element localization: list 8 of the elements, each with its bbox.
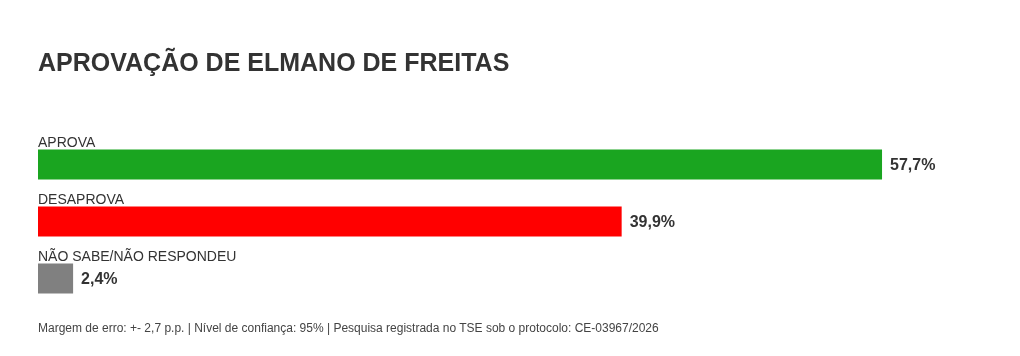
y-tick-label: NÃO SABE/NÃO RESPONDEU [38,247,237,264]
text: Margem de erro: +- 2,7 p.p. | Nível de confiança: 95% | Pesquisa registrada no TSE sob o protocolo: CE-03967/2026 [38,321,660,335]
chart-title: APROVAÇÃO DE ELMANO DE FREITAS [38,46,510,76]
data-label: 39,9% [629,212,676,230]
y-tick-label: DESAPROVA [38,190,125,207]
data-label: 57,7% [890,155,936,173]
y-tick-label: APROVA [38,133,96,150]
data-label: 2,4% [81,269,118,287]
